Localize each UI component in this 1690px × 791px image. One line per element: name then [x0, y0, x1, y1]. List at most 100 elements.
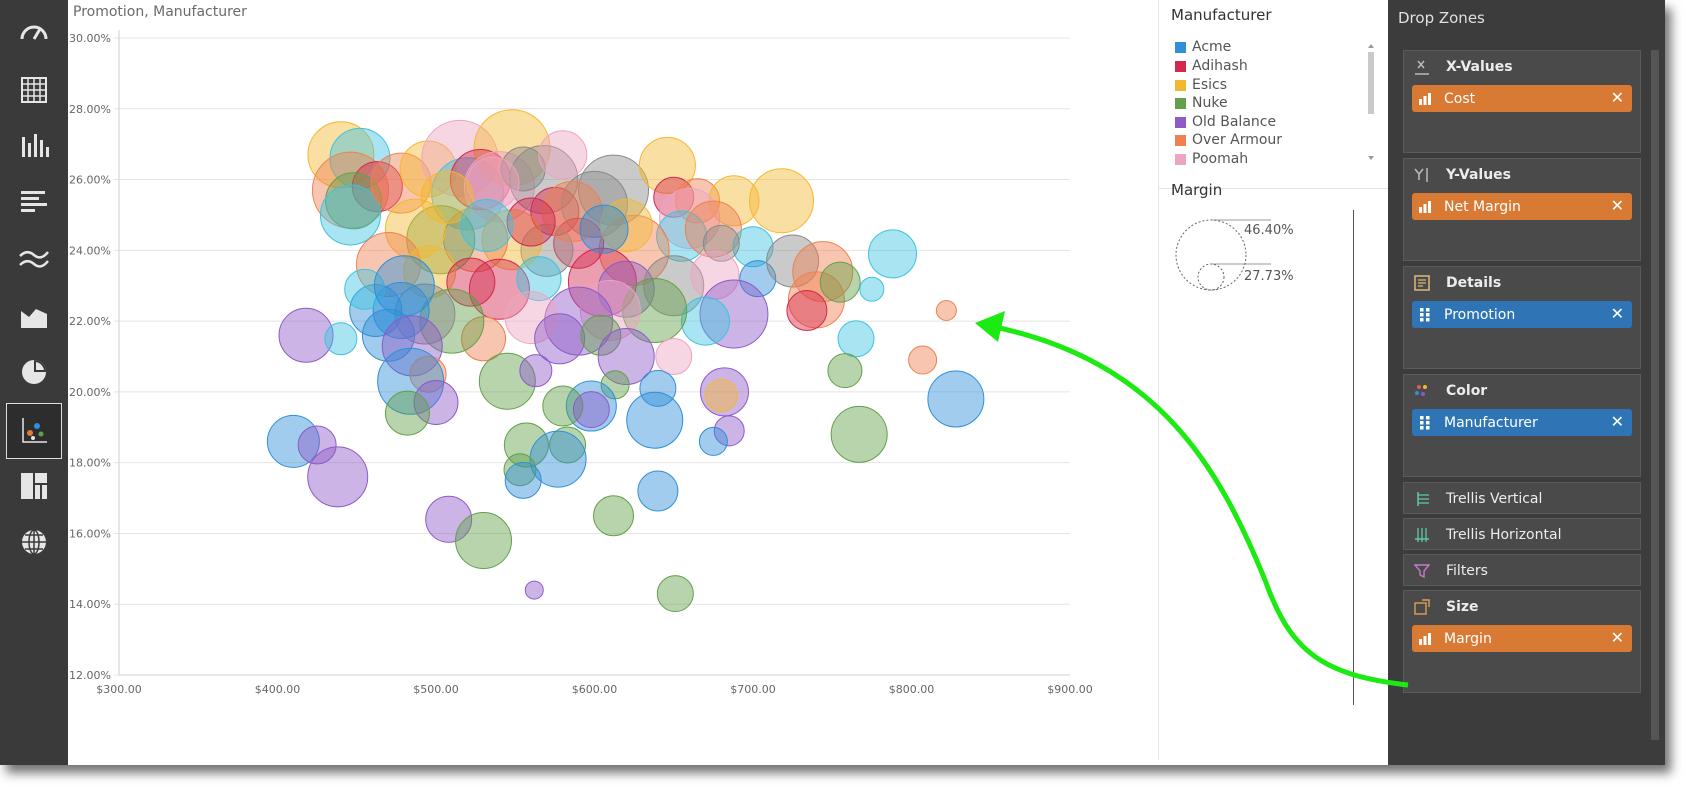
bubble-point[interactable]	[381, 315, 443, 377]
bubble-point[interactable]	[637, 470, 679, 512]
trellis-horizontal-zone[interactable]: Trellis Horizontal	[1403, 518, 1641, 550]
rail-treemap-button[interactable]	[6, 458, 62, 514]
bubble-point[interactable]	[503, 422, 549, 468]
scroll-thumb[interactable]	[1368, 52, 1374, 114]
bubble-point[interactable]	[478, 352, 536, 410]
trellis-vertical-zone[interactable]: Trellis Vertical	[1403, 482, 1641, 514]
promotion-field-pill[interactable]: Promotion ✕	[1412, 301, 1632, 328]
bubble-point[interactable]	[699, 279, 769, 349]
bubble-point[interactable]	[377, 347, 445, 415]
bubble-point[interactable]	[597, 328, 655, 385]
remove-net-margin-icon[interactable]: ✕	[1610, 196, 1624, 215]
bubble-point[interactable]	[468, 258, 530, 320]
bubble-point[interactable]	[504, 291, 558, 345]
bubble-point[interactable]	[524, 580, 544, 600]
bubble-point[interactable]	[529, 430, 587, 488]
rail-column-button[interactable]	[6, 118, 62, 174]
bubble-point[interactable]	[935, 299, 957, 321]
bubble-point[interactable]	[549, 426, 587, 464]
rail-bar-button[interactable]	[6, 174, 62, 230]
color-zone[interactable]: Color Manufacturer ✕	[1403, 374, 1641, 477]
bubble-point[interactable]	[597, 260, 655, 318]
bubble-point[interactable]	[534, 313, 586, 365]
bubble-point[interactable]	[837, 320, 875, 358]
scroll-up-icon[interactable]	[1368, 44, 1374, 48]
bubble-point[interactable]	[413, 380, 459, 426]
rail-line-button[interactable]	[6, 230, 62, 286]
bubble-point[interactable]	[361, 308, 415, 362]
rail-scatter-button[interactable]	[6, 403, 62, 459]
bubble-point[interactable]	[659, 187, 721, 249]
scatter-chart[interactable]: 12.00% 14.00% 16.00% 18.00% 20.00% 22.00% 24.0…	[68, 0, 1158, 760]
bubble-point[interactable]	[680, 296, 730, 346]
bubble-point[interactable]	[684, 200, 742, 258]
bubble-point[interactable]	[639, 369, 677, 407]
legend-item[interactable]: Adihash	[1175, 56, 1248, 76]
bubble-point[interactable]	[520, 223, 574, 277]
bubble-point[interactable]	[653, 176, 695, 218]
bubble-point[interactable]	[859, 276, 885, 302]
bubble-point[interactable]	[638, 136, 696, 194]
drop-zones-scrollbar[interactable]	[1651, 50, 1659, 740]
bubble-point[interactable]	[509, 145, 579, 215]
bubble-point[interactable]	[699, 367, 749, 417]
bubble-point[interactable]	[580, 314, 622, 356]
bubble-point[interactable]	[481, 209, 543, 271]
bubble-point[interactable]	[425, 495, 473, 543]
bubble-point[interactable]	[622, 277, 688, 343]
bubble-point[interactable]	[702, 224, 740, 262]
bubble-point[interactable]	[409, 355, 447, 393]
bubble-point[interactable]	[297, 425, 337, 465]
bubble-point[interactable]	[473, 109, 551, 187]
bubble-point[interactable]	[643, 255, 705, 317]
bubble-point[interactable]	[786, 289, 828, 331]
bubble-point[interactable]	[538, 130, 588, 180]
legend-item[interactable]: Old Balance	[1175, 112, 1276, 132]
bubble-point[interactable]	[500, 146, 546, 192]
bubble-point[interactable]	[406, 205, 476, 275]
bubble-point[interactable]	[519, 354, 553, 388]
bubble-point[interactable]	[373, 255, 435, 317]
bubble-point[interactable]	[541, 180, 603, 242]
bubble-point[interactable]	[455, 512, 513, 570]
scroll-down-icon[interactable]	[1368, 156, 1374, 160]
net-margin-field-pill[interactable]: Net Margin ✕	[1412, 193, 1632, 220]
bubble-point[interactable]	[593, 495, 635, 537]
legend-scrollbar[interactable]	[1365, 42, 1377, 174]
bubble-point[interactable]	[713, 415, 745, 447]
x-values-zone[interactable]: X-Values Cost ✕	[1403, 50, 1641, 153]
bubble-point[interactable]	[355, 231, 421, 297]
legend-item[interactable]: Acme	[1175, 37, 1231, 57]
bubble-point[interactable]	[927, 370, 985, 428]
bubble-point[interactable]	[561, 170, 628, 238]
legend-item[interactable]: Poomah	[1175, 149, 1248, 169]
bubble-point[interactable]	[419, 288, 485, 354]
manufacturer-field-pill[interactable]: Manufacturer ✕	[1412, 409, 1632, 436]
bubble-point[interactable]	[579, 204, 629, 254]
bubble-point[interactable]	[572, 391, 610, 429]
size-zone[interactable]: Size Margin ✕	[1403, 590, 1641, 693]
bubble-point[interactable]	[626, 391, 684, 449]
bubble-point[interactable]	[579, 279, 641, 341]
rail-map-button[interactable]	[6, 514, 62, 570]
legend-item[interactable]: Nuke	[1175, 93, 1228, 113]
rail-gauge-button[interactable]	[6, 4, 62, 60]
bubble-point[interactable]	[749, 168, 815, 234]
bubble-point[interactable]	[324, 322, 358, 356]
bubble-point[interactable]	[739, 260, 777, 298]
remove-margin-icon[interactable]: ✕	[1610, 628, 1624, 647]
rail-pie-button[interactable]	[6, 344, 62, 400]
bubble-point[interactable]	[656, 575, 694, 613]
bubble-point[interactable]	[372, 281, 430, 339]
bubble-point[interactable]	[827, 353, 863, 389]
filters-zone[interactable]: Filters	[1403, 554, 1641, 586]
bubble-point[interactable]	[349, 283, 403, 337]
bubble-point[interactable]	[420, 170, 474, 224]
bubble-point[interactable]	[278, 307, 334, 363]
rail-area-button[interactable]	[6, 288, 62, 344]
legend-item[interactable]: Over Armour	[1175, 130, 1282, 150]
bubble-point[interactable]	[819, 261, 861, 303]
details-zone[interactable]: Details Promotion ✕	[1403, 266, 1641, 369]
bubble-point[interactable]	[446, 257, 496, 307]
bubble-point[interactable]	[908, 345, 938, 375]
